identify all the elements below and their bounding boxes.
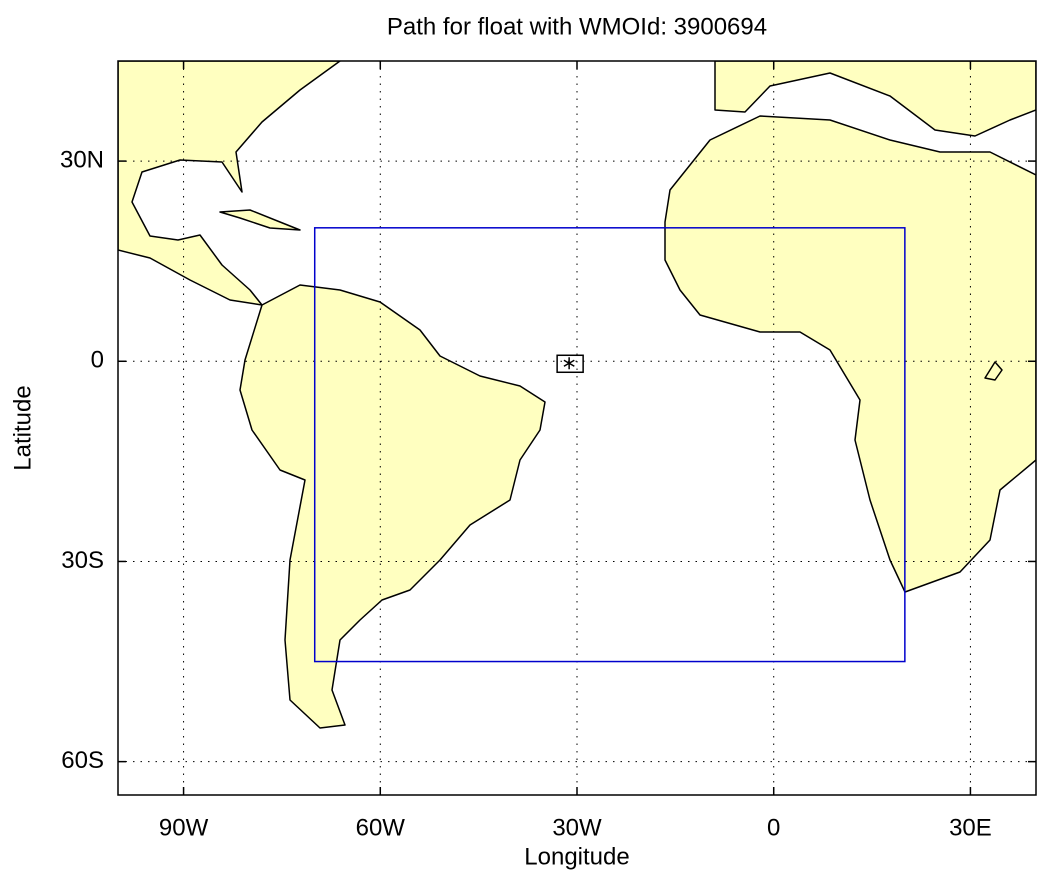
x-axis-label: Longitude [524,843,629,870]
north-america [118,61,341,306]
y-tick-label: 30S [61,547,104,574]
europe [714,61,1036,137]
madagascar [984,361,1003,381]
y-tick-label: 30N [60,146,104,173]
float-position [563,357,575,370]
x-tick-label: 60W [356,814,406,841]
cuba [219,209,301,231]
africa [664,115,1036,593]
x-tick-label: 0 [767,814,780,841]
y-tick-label: 0 [91,347,104,374]
region-box [313,227,906,663]
land [118,61,1036,729]
chart-title: Path for float with WMOId: 3900694 [387,13,767,40]
x-tick-label: 30E [949,814,992,841]
x-tick-label: 90W [159,814,209,841]
x-tick-label: 30W [552,814,602,841]
y-axis-label: Latitude [9,385,36,470]
south-america [239,284,546,729]
float-box [556,354,584,374]
y-tick-label: 60S [61,747,104,774]
